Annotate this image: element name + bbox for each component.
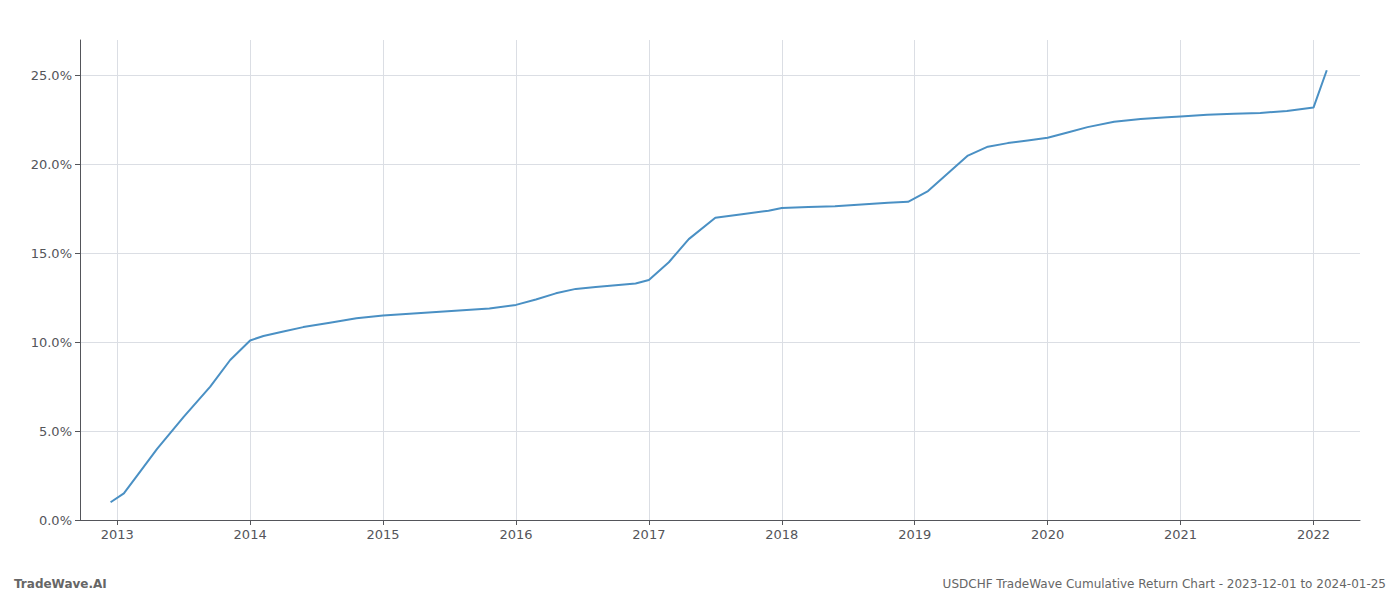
svg-text:15.0%: 15.0% bbox=[31, 246, 72, 261]
svg-text:2020: 2020 bbox=[1031, 527, 1064, 542]
svg-text:2021: 2021 bbox=[1164, 527, 1197, 542]
svg-text:USDCHF TradeWave Cumulative Re: USDCHF TradeWave Cumulative Return Chart… bbox=[943, 577, 1386, 591]
svg-text:TradeWave.AI: TradeWave.AI bbox=[14, 577, 107, 591]
svg-text:2014: 2014 bbox=[234, 527, 267, 542]
svg-text:2017: 2017 bbox=[632, 527, 665, 542]
svg-text:20.0%: 20.0% bbox=[31, 157, 72, 172]
svg-text:5.0%: 5.0% bbox=[39, 424, 72, 439]
svg-text:2015: 2015 bbox=[367, 527, 400, 542]
svg-text:10.0%: 10.0% bbox=[31, 335, 72, 350]
svg-text:2016: 2016 bbox=[499, 527, 532, 542]
svg-text:2013: 2013 bbox=[101, 527, 134, 542]
svg-text:25.0%: 25.0% bbox=[31, 68, 72, 83]
svg-text:2019: 2019 bbox=[898, 527, 931, 542]
svg-text:0.0%: 0.0% bbox=[39, 513, 72, 528]
svg-text:2018: 2018 bbox=[765, 527, 798, 542]
svg-text:2022: 2022 bbox=[1297, 527, 1330, 542]
